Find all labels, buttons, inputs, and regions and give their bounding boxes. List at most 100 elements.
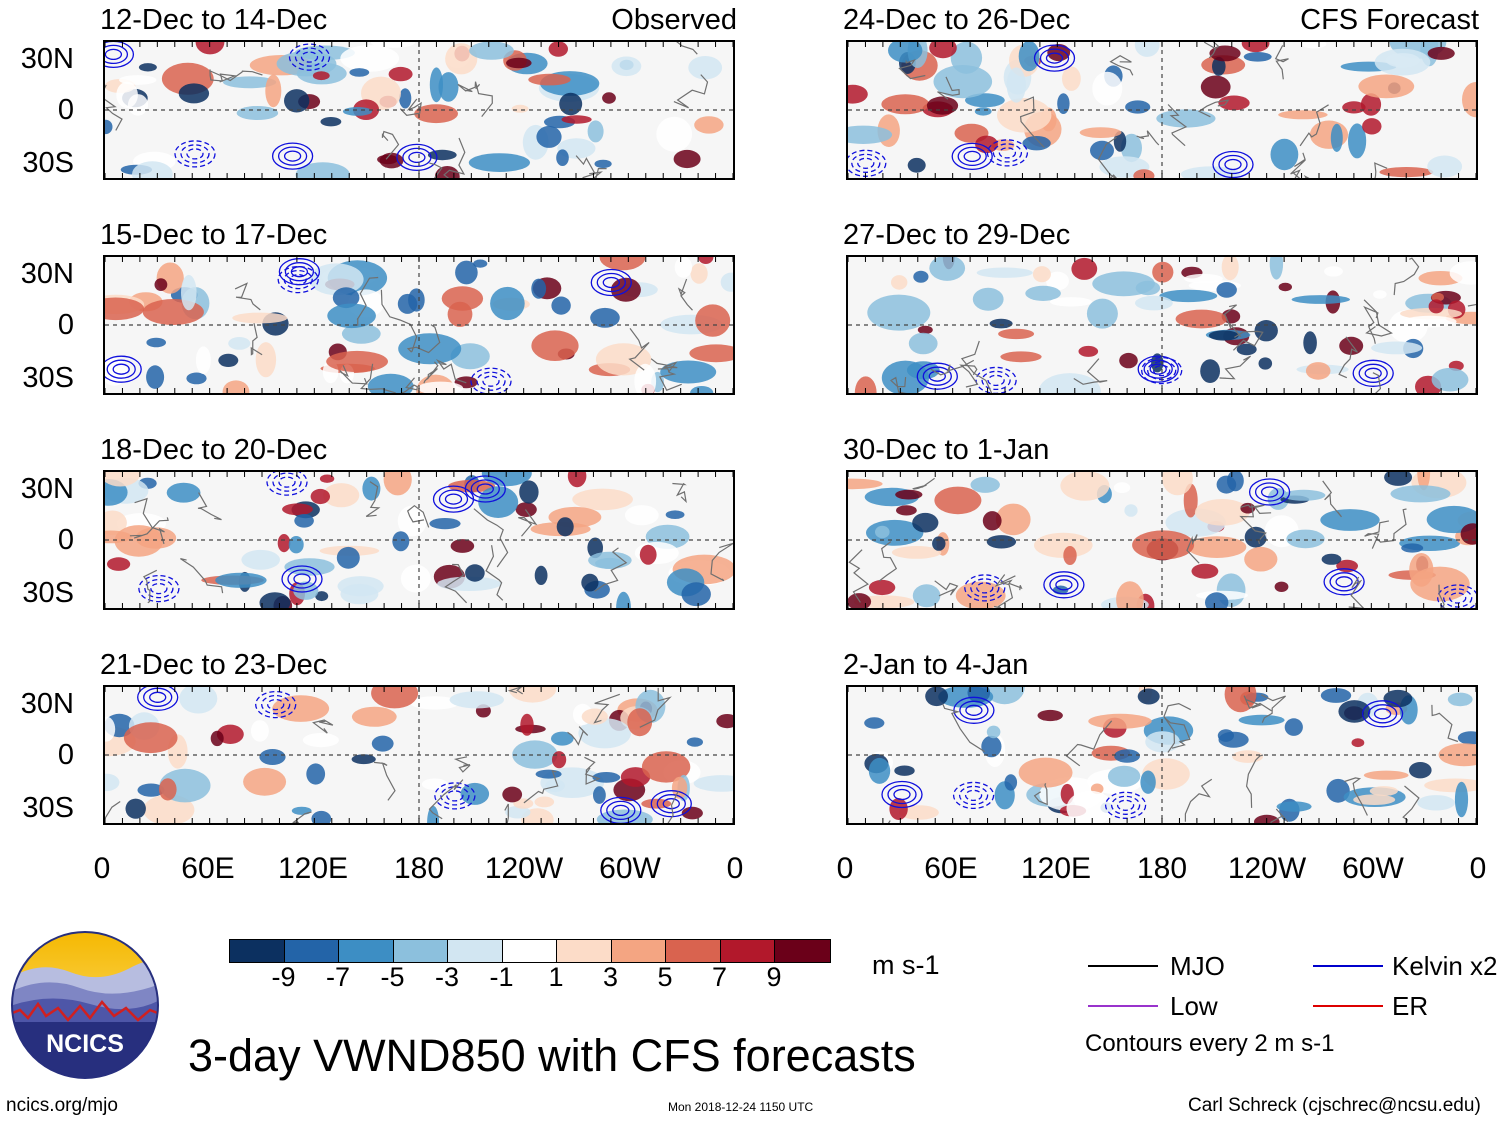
map-panel-8 [846,685,1478,825]
kelvin-contour [957,146,987,167]
wind-anomaly-blob [854,376,877,393]
lon-label: 0 [1469,852,1487,885]
coastline [639,687,672,728]
lon-label: 60E [924,852,978,885]
wind-anomaly-blob [720,272,733,292]
wind-anomaly-blob [284,89,310,113]
wind-anomaly-blob [611,56,642,77]
wind-anomaly-blob [323,483,360,508]
wind-anomaly-blob [1046,271,1069,291]
wind-anomaly-blob [1321,553,1342,565]
wind-anomaly-blob [105,716,116,742]
wind-anomaly-blob [291,806,312,815]
coastline [589,171,603,178]
wind-anomaly-blob [1276,801,1312,812]
coastline [657,368,682,391]
coastline [898,58,926,80]
wind-anomaly-blob [989,318,1013,329]
wind-anomaly-blob [984,687,1025,705]
kelvin-contour [174,140,216,168]
wind-anomaly-blob [1071,257,1098,280]
logo-text: NCICS [46,1030,124,1058]
wind-anomaly-blob [716,714,733,729]
wind-anomaly-blob [465,564,485,582]
wind-anomaly-blob [1140,770,1156,794]
wind-anomaly-blob [1060,472,1110,501]
wind-anomaly-blob [908,332,938,355]
wind-anomaly-blob [414,104,458,124]
coastline [1197,99,1230,118]
wind-anomaly-blob [437,576,501,591]
wind-anomaly-blob [1119,352,1138,369]
wind-anomaly-blob [848,125,893,144]
wind-anomaly-blob [891,546,942,559]
wind-anomaly-blob [319,474,335,483]
kelvin-contour [1055,579,1073,591]
wind-anomaly-blob [551,296,571,315]
coastline [1033,783,1048,806]
colorbar-tick: 7 [711,962,728,992]
colorbar-swatch [775,940,830,962]
wind-anomaly-blob [624,505,659,526]
wind-anomaly-blob [929,257,966,281]
wind-anomaly-blob [867,294,931,331]
wind-anomaly-blob [595,557,624,569]
wind-anomaly-blob [222,380,250,393]
wind-anomaly-blob [1092,271,1155,297]
wind-anomaly-blob [447,301,473,327]
kelvin-contour [887,784,917,805]
lat-label-30n: 30N [20,43,74,75]
kelvin-contour [975,366,1017,393]
coastline [1363,305,1379,344]
kelvin-contour [1104,791,1147,819]
coastline [1164,717,1191,749]
lon-label: 180 [393,852,445,885]
wind-anomaly-blob [1269,257,1284,280]
wind-anomaly-blob [534,565,548,585]
colorbar-swatch [339,940,394,962]
coastline [134,497,165,545]
footer-url[interactable]: ncics.org/mjo [6,1095,118,1116]
panel-title-3: 18-Dec to 20-Dec [100,434,328,466]
wind-anomaly-blob [367,373,414,393]
wind-anomaly-blob [929,42,957,59]
kelvin-contour [105,44,129,65]
wind-anomaly-blob [907,157,926,173]
lat-label-30s: 30S [22,792,74,824]
coastline [1299,104,1329,147]
kelvin-contour [1137,355,1179,383]
wind-anomaly-blob [986,535,1017,549]
coastline [380,289,418,352]
legend-er-label: ER [1392,991,1429,1021]
wind-anomaly-blob [1342,101,1366,114]
wind-anomaly-blob [891,275,908,290]
wind-anomaly-blob [1348,123,1367,159]
wind-anomaly-blob [421,778,448,790]
lat-label-0: 0 [57,94,74,126]
wind-anomaly-blob [293,581,319,600]
wind-anomaly-blob [370,42,416,48]
legend-low-label: Low [1170,991,1218,1021]
wind-anomaly-blob [1449,261,1476,285]
coastline [595,168,607,178]
coastline [423,361,439,384]
wind-anomaly-blob [660,360,717,384]
wind-anomaly-blob [1236,343,1257,356]
wind-anomaly-blob [1218,731,1249,748]
wind-anomaly-blob [673,149,701,169]
wind-anomaly-blob [1244,526,1267,548]
wind-anomaly-blob [450,539,475,553]
kelvin-contour [288,43,331,71]
contour-note: Contours every 2 m s-1 [1085,1030,1335,1057]
wind-anomaly-blob [309,263,364,296]
kelvin-contour [662,798,680,810]
kelvin-contour [266,472,308,496]
wind-anomaly-blob [371,735,394,752]
wind-anomaly-blob [1227,472,1244,492]
coastline [142,569,158,604]
wind-anomaly-blob [1037,709,1063,722]
wind-anomaly-blob [1460,523,1476,545]
wind-anomaly-blob [1362,118,1382,135]
kelvin-contour [106,359,136,379]
colorbar-tick: -5 [380,962,405,992]
